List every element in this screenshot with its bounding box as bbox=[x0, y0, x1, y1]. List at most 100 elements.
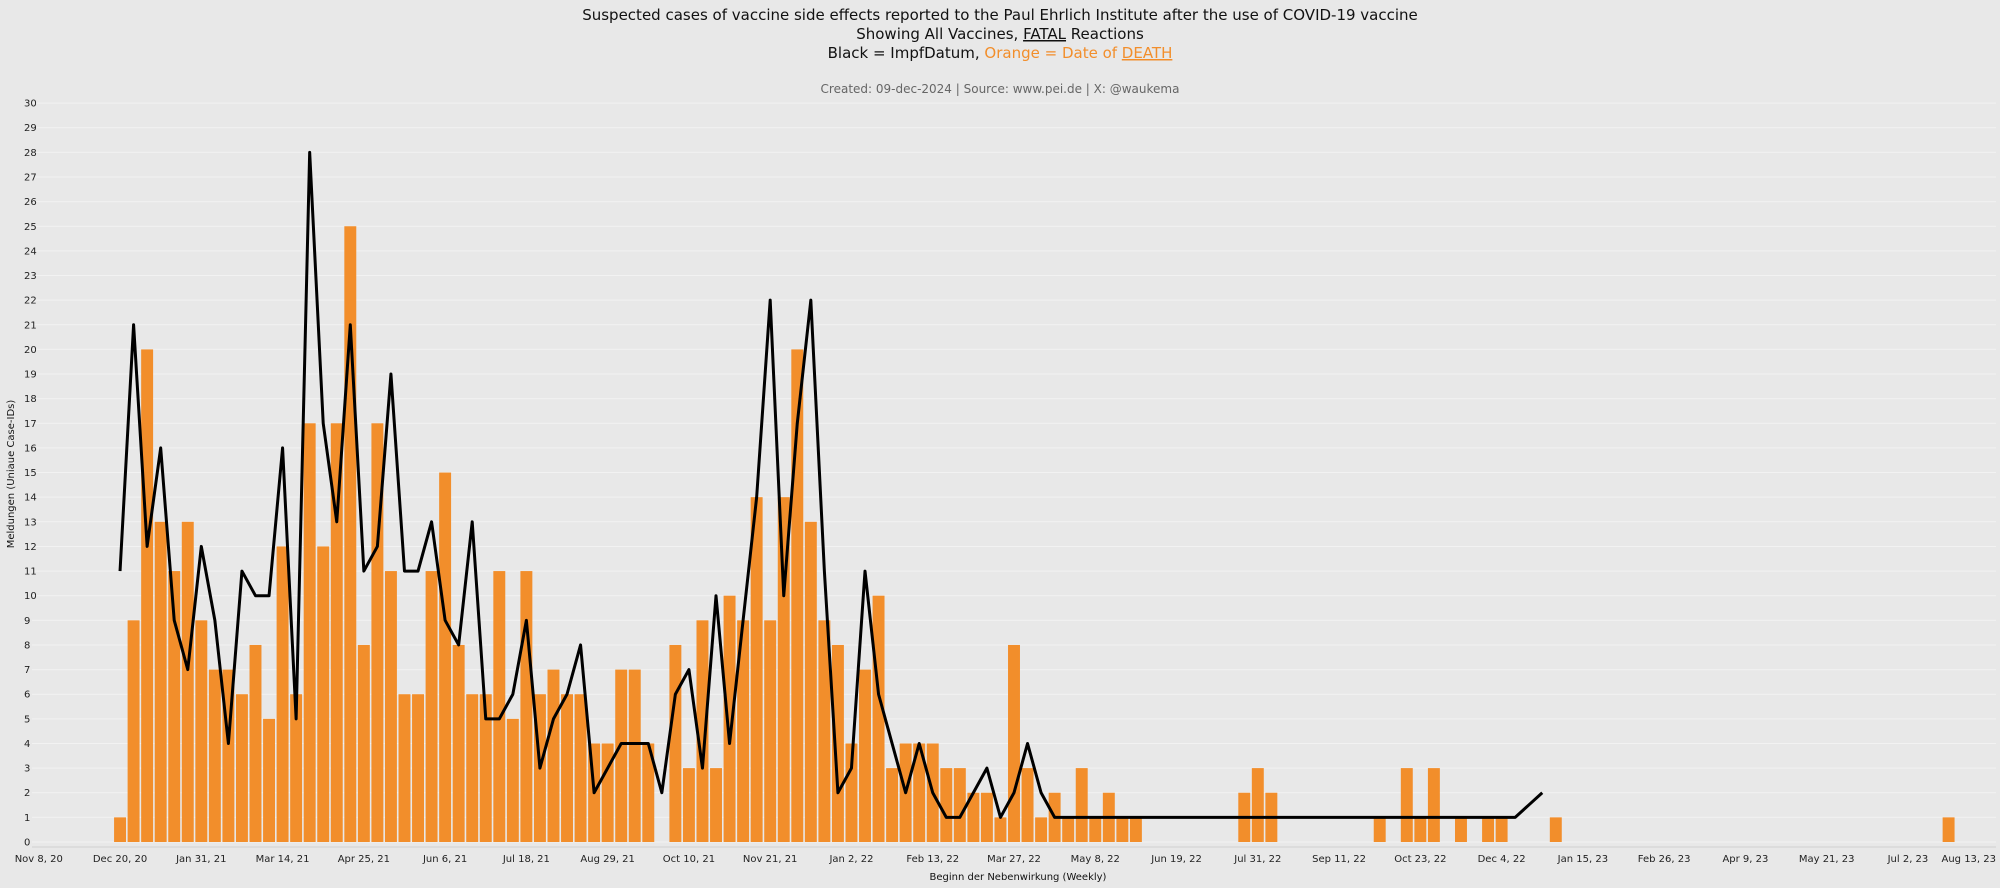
bar bbox=[290, 694, 303, 842]
title-fatal-word: FATAL bbox=[1023, 25, 1067, 43]
x-tick-label: Nov 8, 20 bbox=[15, 854, 63, 865]
bar bbox=[412, 694, 424, 842]
bar bbox=[276, 546, 289, 842]
x-axis-title: Beginn der Nebenwirkung (Weekly) bbox=[930, 872, 1107, 883]
bar bbox=[195, 620, 208, 842]
bar bbox=[628, 669, 641, 842]
x-axis-ticks: Nov 8, 20 Dec 20, 20 Jan 31, 21 Mar 14, 21 A… bbox=[15, 854, 1996, 865]
x-tick-label: Aug 29, 21 bbox=[580, 854, 635, 865]
x-tick-label: Jan 2, 22 bbox=[828, 854, 873, 865]
title-line-2-prefix: Showing All Vaccines, bbox=[856, 25, 1023, 43]
y-tick-label: 22 bbox=[24, 296, 37, 307]
bar bbox=[886, 768, 899, 842]
bar bbox=[1455, 817, 1467, 842]
bar bbox=[439, 472, 452, 842]
bar bbox=[913, 743, 926, 842]
x-tick-label: Jun 19, 22 bbox=[1150, 854, 1202, 865]
x-tick-label: Jul 2, 23 bbox=[1887, 854, 1929, 865]
impfdatum-line bbox=[118, 150, 1544, 819]
y-tick-label: 11 bbox=[24, 567, 37, 578]
bar bbox=[1008, 644, 1020, 842]
bar bbox=[1482, 817, 1495, 842]
y-tick-label: 16 bbox=[24, 443, 37, 454]
bar bbox=[466, 694, 479, 842]
y-tick-label: 15 bbox=[24, 468, 37, 479]
x-tick-label: Feb 13, 22 bbox=[906, 854, 959, 865]
y-tick-label: 30 bbox=[24, 99, 37, 110]
y-tick-label: 29 bbox=[24, 123, 37, 134]
y-tick-label: 19 bbox=[24, 370, 37, 381]
bar bbox=[804, 521, 817, 842]
bar bbox=[479, 694, 492, 842]
bar bbox=[127, 620, 140, 842]
bar bbox=[1089, 817, 1102, 842]
legend-death-word: DEATH bbox=[1122, 44, 1173, 62]
y-tick-label: 14 bbox=[24, 493, 37, 504]
bar bbox=[601, 743, 614, 842]
bar bbox=[1400, 768, 1413, 842]
bar bbox=[1414, 817, 1427, 842]
x-tick-label: Sep 11, 22 bbox=[1312, 854, 1366, 865]
bar bbox=[967, 792, 980, 842]
bar bbox=[1075, 768, 1088, 842]
x-tick-label: May 21, 23 bbox=[1799, 854, 1855, 865]
y-tick-label: 1 bbox=[24, 813, 30, 824]
bar bbox=[710, 768, 722, 842]
bar bbox=[1549, 817, 1562, 842]
y-tick-label: 12 bbox=[24, 542, 37, 553]
x-tick-label: Jul 18, 21 bbox=[502, 854, 550, 865]
chart-title-line-1: Suspected cases of vaccine side effects … bbox=[582, 6, 1418, 24]
y-tick-label: 28 bbox=[24, 148, 37, 159]
y-tick-label: 0 bbox=[24, 838, 30, 849]
x-tick-label: Mar 27, 22 bbox=[987, 854, 1041, 865]
y-tick-label: 9 bbox=[24, 616, 30, 627]
chart-header: Suspected cases of vaccine side effects … bbox=[582, 6, 1418, 96]
x-tick-label: Oct 23, 22 bbox=[1394, 854, 1446, 865]
bar bbox=[994, 817, 1007, 842]
title-line-2-suffix: Reactions bbox=[1066, 25, 1144, 43]
bar bbox=[181, 521, 194, 842]
bar bbox=[682, 768, 695, 842]
y-tick-label: 10 bbox=[24, 591, 37, 602]
y-tick-label: 18 bbox=[24, 394, 37, 405]
x-tick-label: Aug 13, 23 bbox=[1941, 854, 1996, 865]
bar bbox=[696, 620, 709, 842]
bar bbox=[141, 349, 154, 842]
bar bbox=[344, 226, 357, 842]
y-tick-label: 20 bbox=[24, 345, 37, 356]
legend-orange-text: Orange = Date of bbox=[984, 44, 1121, 62]
y-tick-label: 24 bbox=[24, 246, 37, 257]
bar bbox=[263, 718, 276, 842]
y-tick-label: 21 bbox=[24, 320, 37, 331]
bar bbox=[317, 546, 330, 842]
x-tick-label: Apr 25, 21 bbox=[338, 854, 390, 865]
bar bbox=[1035, 817, 1048, 842]
y-tick-label: 17 bbox=[24, 419, 37, 430]
bar bbox=[777, 497, 790, 842]
bar bbox=[737, 620, 750, 842]
line-series bbox=[118, 150, 1544, 819]
bar bbox=[384, 571, 397, 842]
y-tick-label: 13 bbox=[24, 517, 37, 528]
bar-series bbox=[114, 226, 1955, 842]
x-tick-label: Dec 20, 20 bbox=[93, 854, 147, 865]
x-tick-label: Jul 31, 22 bbox=[1233, 854, 1281, 865]
x-tick-label: May 8, 22 bbox=[1071, 854, 1120, 865]
bar bbox=[330, 423, 343, 842]
x-tick-label: Oct 10, 21 bbox=[663, 854, 715, 865]
bar bbox=[1129, 817, 1142, 842]
x-tick-label: Nov 21, 21 bbox=[743, 854, 798, 865]
x-tick-label: Dec 4, 22 bbox=[1478, 854, 1526, 865]
bar bbox=[114, 817, 127, 842]
y-axis-title: Meldungen (Uniaue Case-IDs) bbox=[6, 400, 17, 549]
y-tick-label: 25 bbox=[24, 222, 37, 233]
bar bbox=[859, 669, 871, 842]
y-tick-label: 2 bbox=[24, 788, 30, 799]
bar bbox=[493, 571, 506, 842]
chart-subtitle: Created: 09-dec-2024 | Source: www.pei.d… bbox=[821, 82, 1180, 96]
bar bbox=[574, 694, 587, 842]
bar bbox=[154, 521, 167, 842]
bar bbox=[980, 792, 993, 842]
bar bbox=[520, 571, 533, 842]
